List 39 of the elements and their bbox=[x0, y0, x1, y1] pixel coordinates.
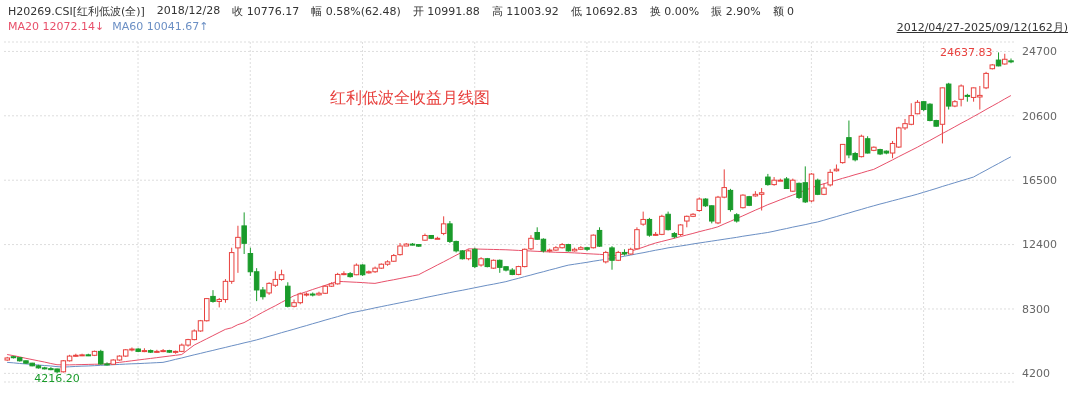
y-tick-label: 16500 bbox=[1022, 174, 1057, 188]
candlestick bbox=[235, 225, 241, 274]
text: 红利低波全收益月线图 bbox=[330, 88, 490, 109]
text: MA20 bbox=[8, 20, 40, 33]
candlestick bbox=[596, 226, 603, 248]
annotation: 4216.20 bbox=[34, 371, 80, 385]
annotation: 24637.83 bbox=[939, 46, 993, 60]
text: 低 10692.83 bbox=[570, 4, 638, 19]
candlestick bbox=[945, 82, 952, 111]
y-tick-label: 20600 bbox=[1022, 109, 1057, 123]
candlestick bbox=[210, 289, 216, 304]
candlestick bbox=[241, 211, 247, 255]
candlestick bbox=[1008, 57, 1014, 64]
y-tick-label: 24700 bbox=[1022, 45, 1057, 59]
candlestick bbox=[839, 143, 846, 165]
candlestick bbox=[646, 217, 653, 238]
text: 2018/12/28 bbox=[156, 4, 221, 19]
candlestick bbox=[609, 245, 615, 271]
text: 幅 0.58%(62.48) bbox=[311, 4, 401, 19]
y-tick-label: 8300 bbox=[1022, 302, 1050, 316]
candlestick bbox=[958, 83, 964, 107]
text: 2012/04/27-2025/09/12(162月) bbox=[896, 20, 1068, 35]
text: MA60 bbox=[112, 20, 144, 33]
text: 10041.67↑ bbox=[146, 20, 209, 33]
text: 振 2.90% bbox=[711, 4, 761, 19]
line-series bbox=[6, 156, 1012, 368]
candlestick bbox=[440, 215, 447, 236]
text: 换 0.00% bbox=[649, 4, 700, 19]
text: 收 10776.17 bbox=[232, 4, 300, 19]
candlestick bbox=[727, 188, 734, 213]
text: H20269.CSI[红利低波(全)] bbox=[8, 4, 145, 19]
text: 额 0 bbox=[772, 4, 795, 19]
text: 高 11003.92 bbox=[491, 4, 559, 19]
text: 12072.14↓ bbox=[42, 20, 105, 33]
candlestick bbox=[472, 247, 478, 269]
candlestick bbox=[285, 281, 291, 308]
y-tick-label: 4200 bbox=[1022, 367, 1050, 381]
y-tick-label: 12400 bbox=[1022, 238, 1057, 252]
text: 开 10991.88 bbox=[412, 4, 480, 19]
